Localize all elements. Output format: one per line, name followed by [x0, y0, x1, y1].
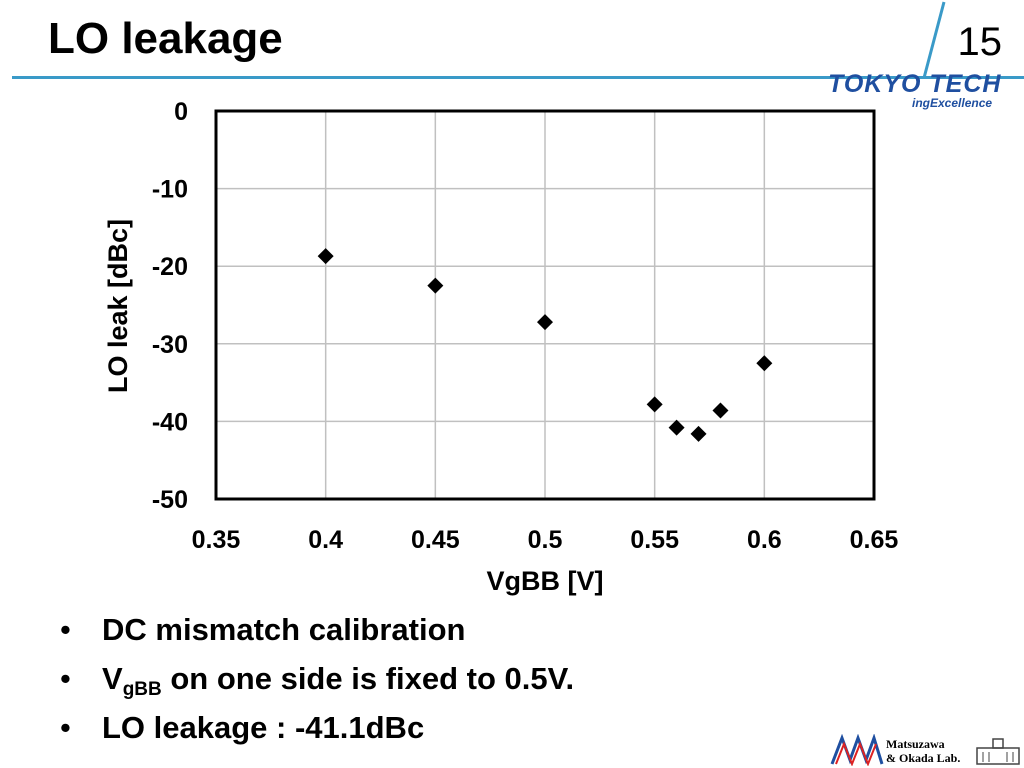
tokyo-tech-logo: TOKYO TECH: [828, 70, 1002, 98]
lab-wave-logo-icon: [830, 734, 884, 766]
x-tick-label: 0.6: [747, 526, 782, 554]
data-point-marker: [537, 314, 553, 331]
x-tick-label: 0.55: [630, 526, 679, 554]
scatter-chart: 0.35 0.4 0.45 0.5 0.55 0.6 0.65 0 -10 -20 -30 -40 -5…: [103, 98, 899, 596]
plot-area-frame: [214, 109, 876, 501]
x-tick-label: 0.35: [192, 526, 241, 554]
lab-name-line2: & Okada Lab.: [886, 751, 961, 765]
y-tick-label: -10: [152, 176, 188, 204]
bullet-item: • LO leakage : -41.1dBc: [60, 708, 574, 757]
bullet-suffix: on one side is fixed to 0.5V.: [161, 661, 575, 696]
y-axis-title: LO leak [dBc]: [103, 219, 133, 393]
logo-tagline: ingExcellence: [912, 96, 993, 110]
x-tick-label: 0.65: [850, 526, 899, 554]
building-icon: [976, 738, 1020, 765]
x-axis-title: VgBB [V]: [487, 566, 604, 596]
bullet-dot-icon: •: [60, 710, 71, 745]
bullet-text: LO leakage : -41.1dBc: [102, 710, 425, 745]
bullet-text: DC mismatch calibration: [102, 612, 466, 647]
data-point-marker: [646, 396, 663, 413]
data-point-marker: [427, 277, 444, 294]
data-point-marker: [756, 355, 773, 372]
lab-name-line1: Matsuzawa: [886, 737, 945, 751]
bullet-item: • DC mismatch calibration: [60, 610, 574, 659]
tick-labels: 0.35 0.4 0.45 0.5 0.55 0.6 0.65 0 -10 -20 -30 -40 -5…: [152, 98, 899, 554]
bullet-subscript: gBB: [122, 679, 162, 700]
y-tick-label: -40: [152, 408, 188, 436]
bullet-prefix: V: [102, 661, 123, 696]
x-tick-label: 0.5: [528, 526, 563, 554]
bullet-list: • DC mismatch calibration • VgBB on one …: [60, 610, 574, 757]
data-points: [317, 248, 773, 442]
data-point-marker: [317, 248, 334, 265]
data-point-marker: [690, 425, 707, 442]
x-tick-label: 0.4: [308, 526, 343, 554]
data-point-marker: [668, 419, 685, 436]
bullet-item: • VgBB on one side is fixed to 0.5V.: [60, 659, 574, 708]
y-tick-label: 0: [174, 98, 188, 126]
x-tick-label: 0.45: [411, 526, 460, 554]
lab-name: Matsuzawa & Okada Lab.: [886, 737, 960, 765]
chart-grid: [215, 110, 875, 500]
title-rule: [12, 76, 1024, 79]
data-point-marker: [712, 402, 729, 419]
bullet-dot-icon: •: [60, 612, 71, 647]
slide-number: 15: [957, 20, 1003, 64]
y-tick-label: -20: [152, 253, 188, 281]
slide-title: LO leakage: [48, 14, 283, 63]
bullet-dot-icon: •: [60, 661, 71, 696]
y-tick-label: -30: [152, 331, 188, 359]
logo-slash-icon: [922, 1, 946, 79]
y-tick-label: -50: [152, 486, 188, 514]
